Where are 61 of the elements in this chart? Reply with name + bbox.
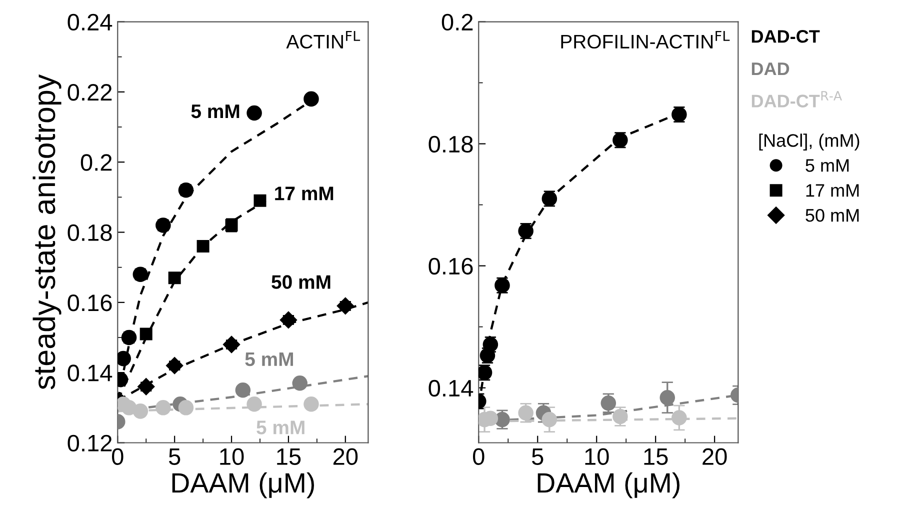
y-tick-label: 0.22: [68, 84, 112, 101]
point: [222, 336, 240, 354]
x-tick-label: 20: [702, 448, 727, 465]
point: [132, 404, 148, 419]
point: [178, 400, 194, 416]
y-tick-label: 0.2: [442, 14, 473, 31]
annotation: 5 mM: [245, 352, 293, 366]
x-tick-label: 5: [532, 448, 544, 465]
annotation: PROFILIN-ACTIN$^{FL}$: [561, 30, 730, 49]
x-tick-label: 0: [112, 448, 124, 465]
point: [304, 396, 319, 412]
point: [478, 364, 492, 380]
point: [168, 272, 181, 284]
x-tick-label: 10: [585, 448, 609, 465]
annotation: 17 mM: [275, 186, 334, 200]
annotation: 5 mM: [256, 420, 304, 434]
y-tick-label: 0.18: [68, 224, 112, 242]
annotation: 50 mM: [272, 275, 330, 289]
y-tick-label: 0.2: [80, 154, 112, 171]
y-tick-label: 0.14: [428, 380, 474, 397]
point: [196, 240, 210, 253]
y-axis-title: steady-state anisotropy: [32, 74, 62, 390]
point: [304, 91, 319, 107]
x-tick-label: 10: [220, 448, 244, 465]
x-tick-label: 15: [644, 448, 668, 465]
point: [292, 375, 308, 391]
y-tick-label: 0.12: [68, 434, 112, 452]
text: DAD: [752, 62, 790, 76]
y-tick-label: 0.16: [68, 294, 112, 312]
point: [672, 410, 687, 426]
point: [138, 378, 155, 396]
point: [254, 194, 266, 207]
x-axis-title: DAAM (μM): [172, 472, 314, 498]
y-tick-label: 0.24: [68, 14, 112, 31]
x-tick-label: 5: [168, 448, 180, 465]
point: [246, 396, 262, 412]
x-tick-label: 0: [472, 448, 484, 465]
point: [600, 395, 616, 411]
annotation: ACTIN$^{FL}$: [286, 30, 360, 49]
text: DAD-CT: [752, 30, 820, 43]
annotation: 5 mM: [191, 104, 240, 118]
point: [336, 297, 354, 314]
point: [235, 382, 251, 398]
point: [140, 328, 152, 340]
legend-label: 17 mM: [806, 184, 859, 197]
point: [246, 105, 262, 121]
legend-label: 50 mM: [806, 208, 859, 222]
x-tick-label: 15: [277, 448, 301, 465]
y-tick-label: 0.18: [428, 136, 473, 153]
legend-title: [NaCl], (mM): [759, 134, 860, 150]
legend-label: 5 mM: [806, 159, 849, 172]
point: [166, 357, 184, 374]
y-tick-label: 0.14: [68, 364, 112, 382]
point: [660, 390, 676, 406]
text: DAD-CT$^{R-A}$: [752, 91, 842, 108]
point: [542, 412, 558, 428]
x-tick-label: 20: [333, 448, 358, 465]
point: [280, 311, 298, 329]
x-axis-title: DAAM (μM): [538, 472, 680, 498]
point: [156, 400, 171, 416]
y-tick-label: 0.16: [428, 258, 473, 275]
